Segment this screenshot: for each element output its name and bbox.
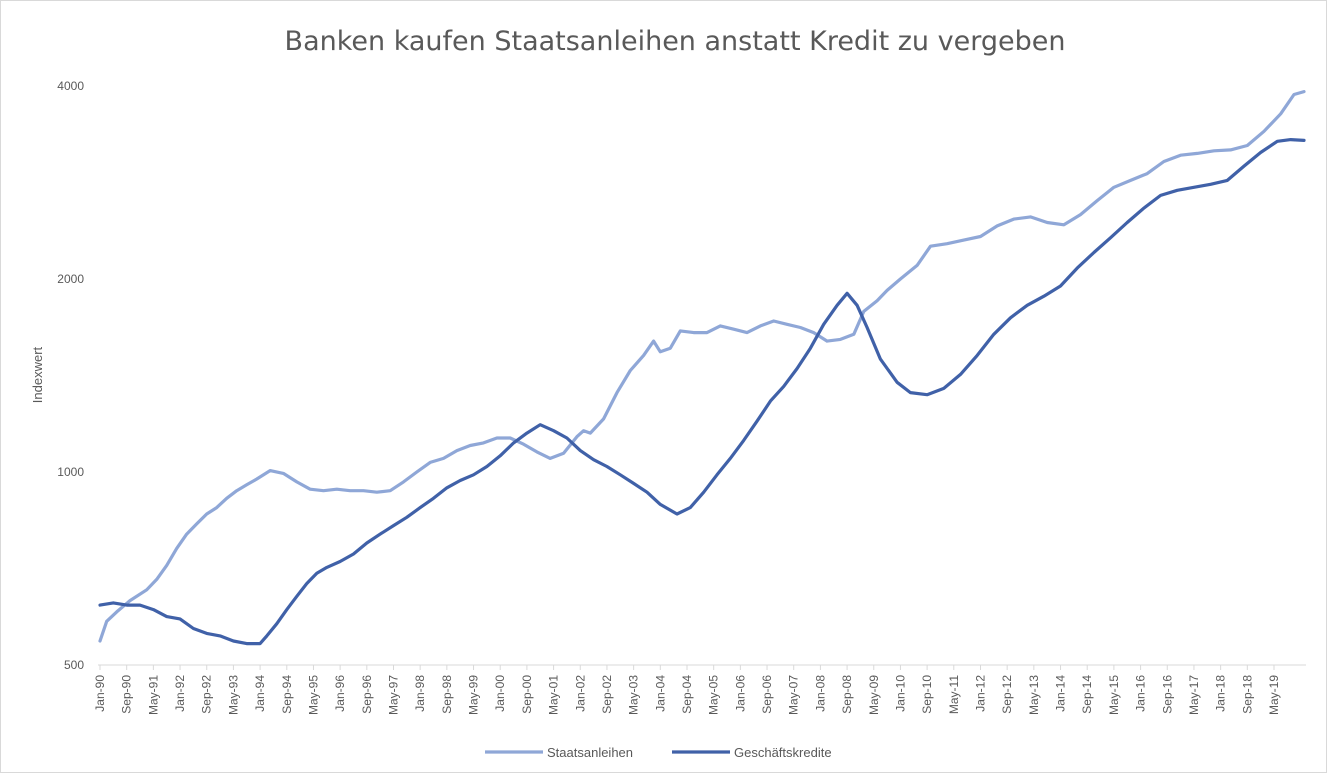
chart-title: Banken kaufen Staatsanleihen anstatt Kre… [285,26,1066,57]
series-line-geschaeftskredite [98,138,1306,646]
x-tick-label: May-95 [306,675,320,715]
x-tick-label: Sep-02 [600,675,614,714]
x-tick-label: Sep-90 [120,675,134,714]
legend-label: Staatsanleihen [547,745,633,760]
x-tick-label: Sep-10 [920,675,934,714]
x-tick-label: May-09 [867,675,881,715]
x-tick-label: Sep-08 [840,675,854,714]
x-tick-label: Jan-92 [173,675,187,712]
x-tick-label: May-17 [1187,675,1201,715]
x-tick-label: Sep-94 [280,675,294,714]
x-tick-label: May-13 [1027,675,1041,715]
x-tick-label: Sep-06 [760,675,774,714]
x-tick-label: Jan-06 [733,675,747,712]
y-axis-label: Indexwert [30,346,45,403]
x-tick-label: Sep-00 [520,675,534,714]
x-tick-label: May-93 [226,675,240,715]
x-tick-label: Sep-98 [440,675,454,714]
x-tick-labels: Jan-90 Sep-90 May-91 Jan-92 Sep-92 May-93 Jan-… [93,665,1281,715]
x-tick-label: Sep-18 [1240,675,1254,714]
y-tick-labels: 500 1000 2000 4000 [57,79,84,672]
x-tick-label: Sep-04 [680,675,694,714]
x-tick-label: Jan-02 [573,675,587,712]
y-tick-label: 2000 [57,272,84,286]
x-tick-label: Sep-12 [1000,675,1014,714]
legend: Staatsanleihen Geschäftskredite [485,745,832,760]
x-tick-label: May-11 [947,675,961,714]
x-tick-label: Jan-96 [333,675,347,712]
legend-label: Geschäftskredite [734,745,832,760]
x-tick-label: May-01 [547,675,561,715]
y-tick-label: 4000 [57,79,84,93]
x-tick-label: May-97 [386,675,400,715]
x-tick-label: Jan-90 [93,675,107,712]
x-tick-label: May-91 [146,675,160,715]
x-tick-label: May-03 [627,675,641,715]
x-tick-label: May-99 [467,675,481,715]
x-tick-label: Sep-14 [1080,675,1094,714]
x-tick-label: May-15 [1107,675,1121,715]
x-tick-label: Jan-10 [893,675,907,712]
x-tick-label: Jan-94 [253,675,267,712]
x-tick-label: Sep-16 [1160,675,1174,714]
series-lines [98,90,1306,646]
x-tick-label: Sep-96 [360,675,374,714]
y-tick-label: 1000 [57,465,84,479]
x-tick-label: Jan-12 [973,675,987,712]
x-tick-label: May-05 [707,675,721,715]
x-tick-label: Jan-16 [1134,675,1148,712]
x-tick-label: Jan-98 [413,675,427,712]
x-tick-label: Sep-92 [200,675,214,714]
x-tick-label: Jan-04 [653,675,667,712]
series-line-staatsanleihen [98,90,1306,643]
x-tick-label: Jan-18 [1214,675,1228,712]
x-tick-label: May-07 [787,675,801,715]
x-tick-label: Jan-08 [813,675,827,712]
x-tick-label: Jan-00 [493,675,507,712]
y-tick-label: 500 [64,658,84,672]
x-tick-label: Jan-14 [1054,675,1068,712]
x-tick-label: May-19 [1267,675,1281,715]
